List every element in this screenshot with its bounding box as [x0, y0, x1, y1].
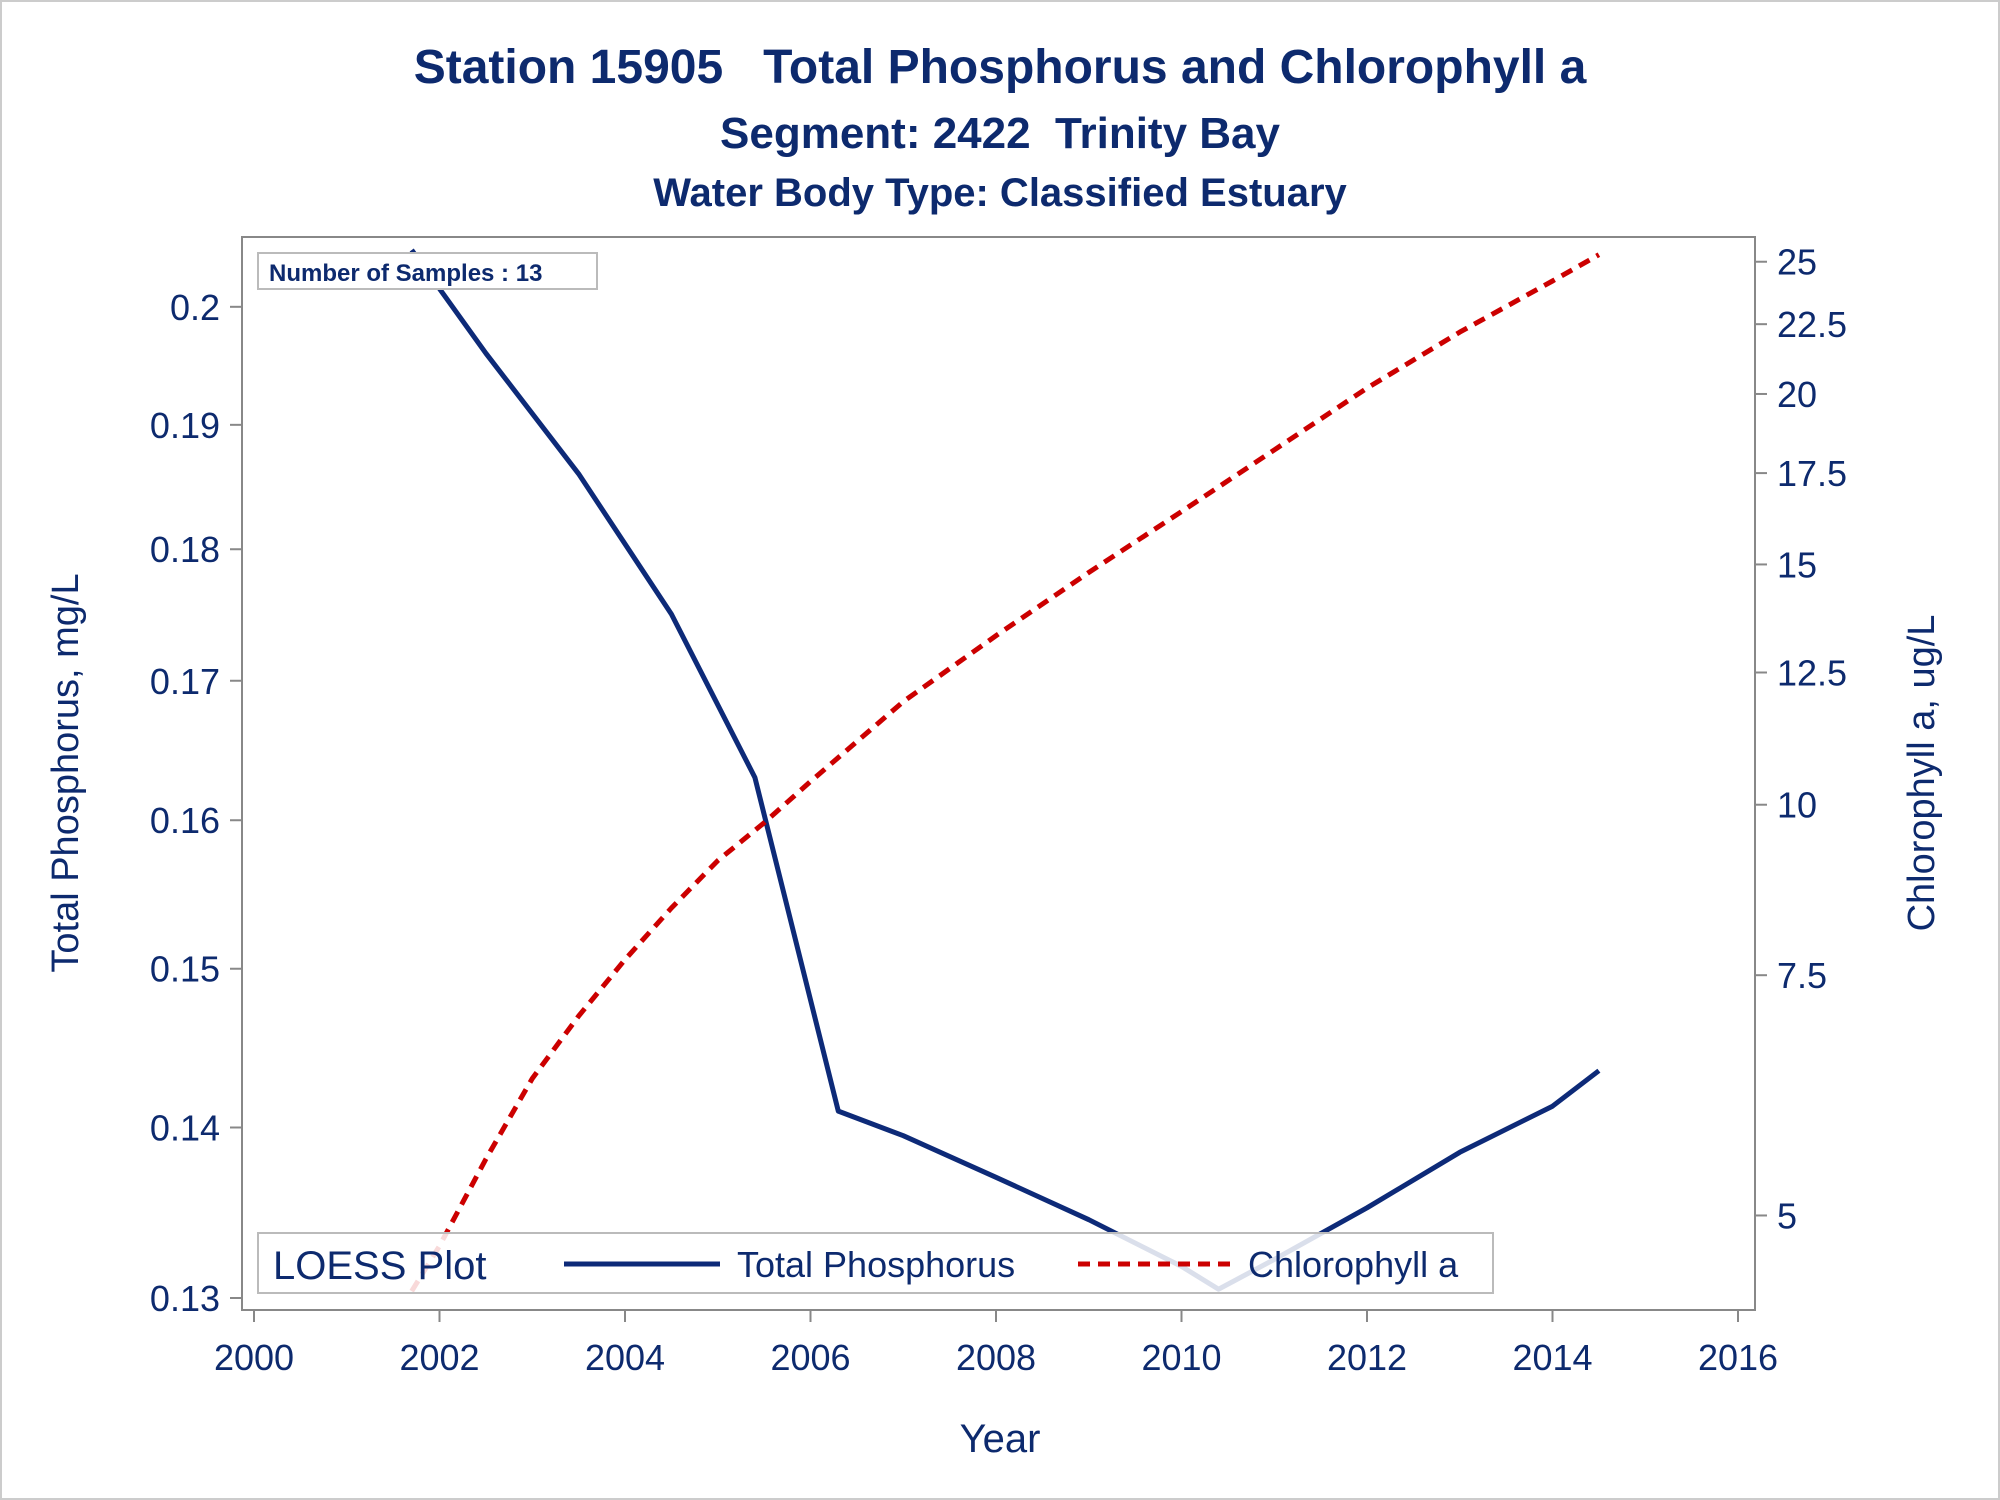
y2-tick-label-3: 12.5	[1777, 652, 1847, 693]
x-tick-label-8: 2016	[1698, 1337, 1778, 1378]
chart-subtitle: Segment: 2422 Trinity Bay	[720, 109, 1281, 158]
x-tick-label-5: 2010	[1141, 1337, 1221, 1378]
x-tick-label-4: 2008	[956, 1337, 1036, 1378]
x-tick-label-2: 2004	[585, 1337, 665, 1378]
y-axis-label: Total Phosphorus, mg/L	[45, 573, 87, 972]
y-tick-label-3: 0.16	[150, 800, 220, 841]
y2-tick-label-5: 17.5	[1777, 453, 1847, 494]
y-axis-left: 0.13 0.14 0.15 0.16 0.17 0.18 0.19 0.2	[150, 287, 242, 1319]
chart-title: Station 15905 Total Phosphorus and Chlor…	[414, 41, 1587, 94]
series-line-chlorophyll	[409, 252, 1601, 1293]
sample-count-frame	[257, 252, 598, 290]
x-tick-label-7: 2014	[1512, 1337, 1592, 1378]
y-tick-label-1: 0.14	[150, 1107, 220, 1148]
y2-tick-label-7: 22.5	[1777, 304, 1847, 345]
y2-axis-label: Chlorophyll a, ug/L	[1901, 615, 1943, 932]
legend-label-phosphorus: Total Phosphorus	[737, 1244, 1015, 1285]
series-line-phosphorus	[409, 248, 1601, 1292]
legend-label-chlorophyll: Chlorophyll a	[1248, 1244, 1459, 1285]
y-tick-label-7: 0.2	[170, 287, 220, 328]
y2-tick-label-4: 15	[1777, 544, 1817, 585]
x-tick-label-0: 2000	[214, 1337, 294, 1378]
x-tick-label-6: 2012	[1327, 1337, 1407, 1378]
y-tick-label-5: 0.18	[150, 529, 220, 570]
y2-tick-label-1: 7.5	[1777, 955, 1827, 996]
x-tick-label-3: 2006	[770, 1337, 850, 1378]
x-tick-label-1: 2002	[399, 1337, 479, 1378]
x-axis-label: Year	[960, 1417, 1041, 1461]
y2-tick-label-6: 20	[1777, 374, 1817, 415]
y-tick-label-6: 0.19	[150, 405, 220, 446]
legend-title: LOESS Plot	[273, 1244, 486, 1288]
legend: LOESS Plot Total Phosphorus Chlorophyll …	[257, 1232, 1494, 1294]
x-axis: 2000 2002 2004 2006 2008 2010 2012 2014 2016	[214, 1310, 1778, 1378]
y-tick-label-0: 0.13	[150, 1278, 220, 1319]
y2-tick-label-2: 10	[1777, 785, 1817, 826]
series-layer	[409, 248, 1601, 1293]
y-tick-label-2: 0.15	[150, 949, 220, 990]
sample-count-box: Number of Samples : 13	[257, 252, 598, 290]
y2-tick-label-0: 5	[1777, 1195, 1797, 1236]
sample-count-label: Number of Samples : 13	[269, 260, 542, 287]
chart-subtitle-2: Water Body Type: Classified Estuary	[653, 171, 1347, 215]
legend-frame	[257, 1232, 1494, 1294]
y-axis-right: 5 7.5 10 12.5 15 17.5 20 22.5 25	[1755, 242, 1847, 1236]
y-tick-label-4: 0.17	[150, 661, 220, 702]
y2-tick-label-8: 25	[1777, 242, 1817, 283]
plot-area	[241, 236, 1756, 1311]
